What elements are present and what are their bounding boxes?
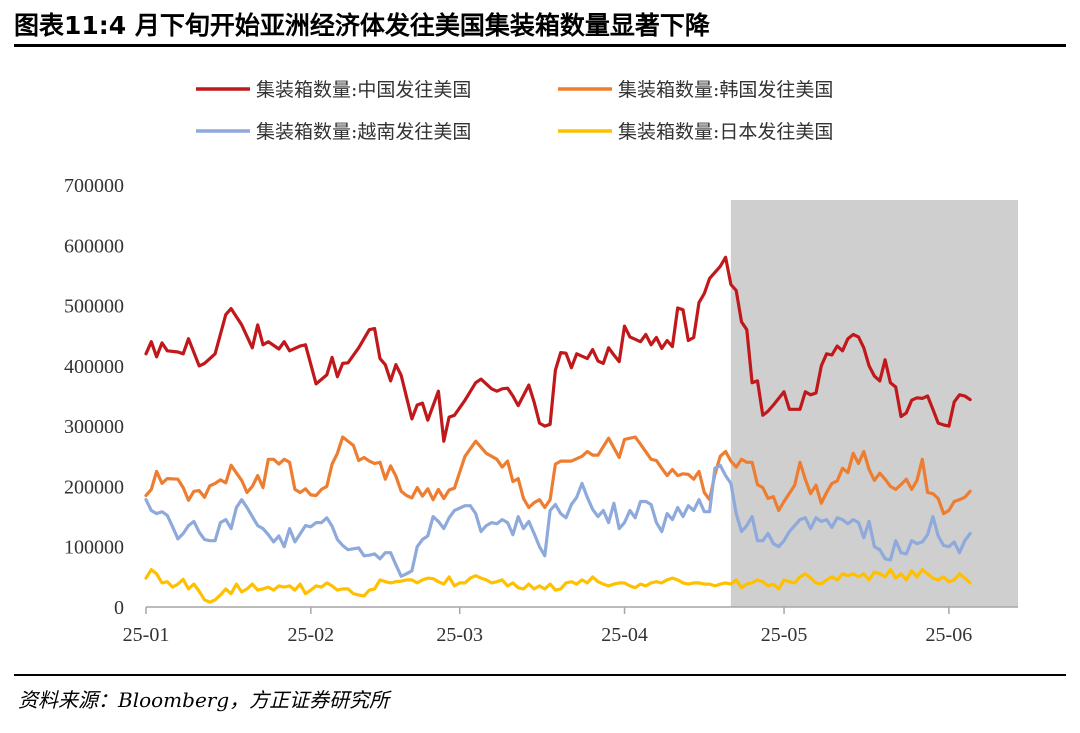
series-line-3 <box>144 463 972 578</box>
legend-label: 集装箱数量:中国发往美国 <box>256 79 471 101</box>
y-tick-label: 700000 <box>64 175 124 197</box>
x-tick-label: 25-04 <box>601 624 648 646</box>
series-line-4 <box>144 568 972 604</box>
legend-label: 集装箱数量:越南发往美国 <box>256 121 471 143</box>
source-note: 资料来源：Bloomberg，方正证券研究所 <box>18 688 390 712</box>
x-tick-label: 25-02 <box>287 624 334 646</box>
x-tick-label: 25-06 <box>926 624 973 646</box>
title-rule <box>14 44 1066 47</box>
y-tick-label: 400000 <box>64 356 124 378</box>
footer-rule <box>14 674 1066 676</box>
x-tick-label: 25-03 <box>436 624 483 646</box>
x-tick-label: 25-05 <box>761 624 808 646</box>
series-line-2 <box>144 435 972 516</box>
x-tick-label: 25-01 <box>123 624 170 646</box>
chart-title: 图表11:4 月下旬开始亚洲经济体发往美国集装箱数量显著下降 <box>14 11 710 40</box>
series-layer <box>144 255 972 604</box>
legend-label: 集装箱数量:日本发往美国 <box>618 121 833 143</box>
axes-layer: 700000 600000 500000 400000 300000 200000 1000… <box>64 175 1018 646</box>
y-tick-label: 600000 <box>64 235 124 257</box>
y-tick-label: 0 <box>114 597 124 619</box>
legend-label: 集装箱数量:韩国发往美国 <box>618 79 833 101</box>
y-tick-label: 100000 <box>64 537 124 559</box>
y-tick-label: 200000 <box>64 476 124 498</box>
y-tick-label: 300000 <box>64 416 124 438</box>
y-tick-label: 500000 <box>64 296 124 318</box>
series-line-1 <box>144 255 972 443</box>
